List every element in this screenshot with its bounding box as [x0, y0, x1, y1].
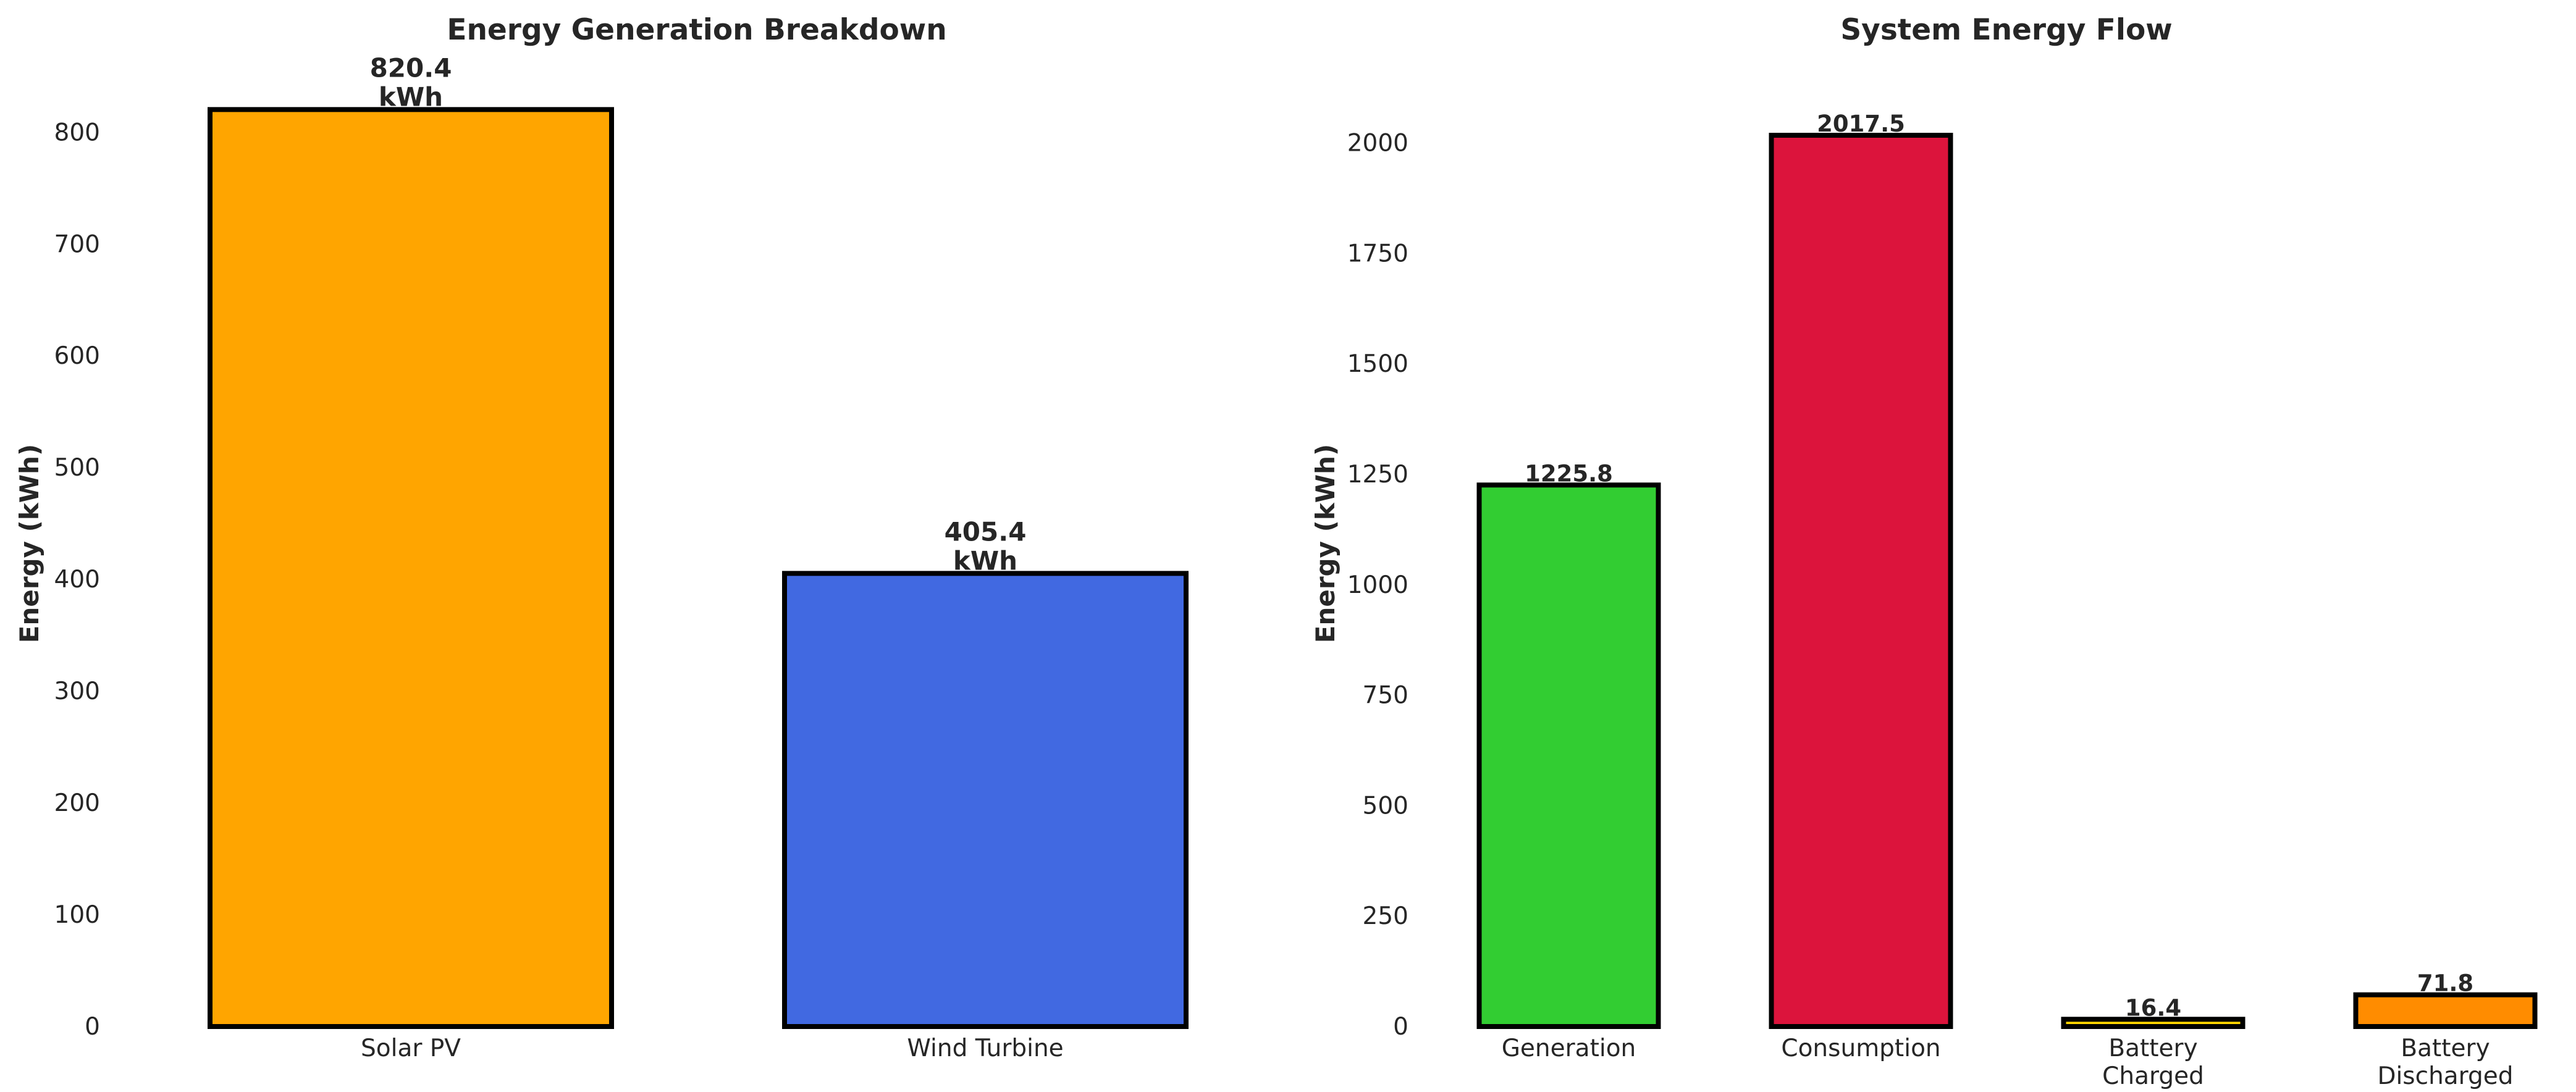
- bar-value-label: 1225.8: [1525, 460, 1613, 487]
- y-tick-label: 1500: [1347, 350, 1408, 378]
- y-tick-label: 300: [54, 678, 100, 705]
- bar-value-label: 405.4 kWh: [945, 516, 1027, 576]
- y-tick-label: 1250: [1347, 461, 1408, 489]
- y-axis-ticks: 0 100 200 300 400 500 600 700 800: [54, 119, 100, 1041]
- bar-value-label: 820.4 kWh: [370, 52, 452, 112]
- bars: [1476, 133, 2538, 1030]
- bar-value-labels: 820.4 kWh 405.4 kWh: [370, 52, 1027, 576]
- x-axis-ticks: Generation Consumption Battery Charged Batte…: [1502, 1035, 2514, 1090]
- bar: [2353, 992, 2538, 1029]
- y-tick-label: 0: [1393, 1013, 1408, 1041]
- bar: [2061, 1017, 2246, 1030]
- x-tick-label: Battery Charged: [2102, 1035, 2204, 1090]
- system-energy-flow-chart: System Energy Flow Energy (kWh) 0 250 500 7…: [1310, 13, 2538, 1090]
- bars: [208, 107, 1189, 1029]
- x-tick-label: Wind Turbine: [907, 1035, 1063, 1062]
- bar: [208, 107, 614, 1029]
- y-axis-label: Energy (kWh): [14, 444, 44, 643]
- x-axis-ticks: Solar PV Wind Turbine: [361, 1035, 1064, 1062]
- y-tick-label: 200: [54, 789, 100, 817]
- bar-value-label: 16.4: [2125, 994, 2181, 1021]
- bar: [1769, 133, 1953, 1029]
- bar-value-labels: 1225.8 2017.5 16.4 71.8: [1525, 111, 2473, 1021]
- x-tick-label: Generation: [1502, 1035, 1636, 1062]
- bar: [1476, 482, 1661, 1029]
- y-tick-label: 250: [1363, 902, 1408, 930]
- y-axis-label: Energy (kWh): [1310, 444, 1341, 643]
- y-tick-label: 800: [54, 119, 100, 146]
- y-tick-label: 750: [1363, 682, 1408, 710]
- y-axis-ticks: 0 250 500 750 1000 1250 1500 1750 2000: [1347, 130, 1408, 1041]
- y-tick-label: 400: [54, 566, 100, 594]
- y-tick-label: 0: [85, 1013, 100, 1041]
- y-tick-label: 1000: [1347, 571, 1408, 599]
- x-tick-label: Consumption: [1781, 1035, 1940, 1062]
- y-tick-label: 600: [54, 342, 100, 370]
- y-tick-label: 500: [1363, 792, 1408, 820]
- x-tick-label: Solar PV: [361, 1035, 461, 1062]
- generation-breakdown-chart: Energy Generation Breakdown Energy (kWh)…: [14, 13, 1189, 1062]
- y-tick-label: 2000: [1347, 130, 1408, 158]
- x-tick-label: Battery Discharged: [2377, 1035, 2513, 1090]
- chart-title: Energy Generation Breakdown: [447, 13, 946, 47]
- y-tick-label: 500: [54, 454, 100, 482]
- bar: [782, 571, 1189, 1029]
- y-tick-label: 700: [54, 230, 100, 258]
- y-tick-label: 100: [54, 901, 100, 929]
- bar-value-label: 2017.5: [1817, 111, 1905, 137]
- y-tick-label: 1750: [1347, 240, 1408, 267]
- chart-title: System Energy Flow: [1840, 13, 2172, 47]
- bar-value-label: 71.8: [2417, 970, 2473, 997]
